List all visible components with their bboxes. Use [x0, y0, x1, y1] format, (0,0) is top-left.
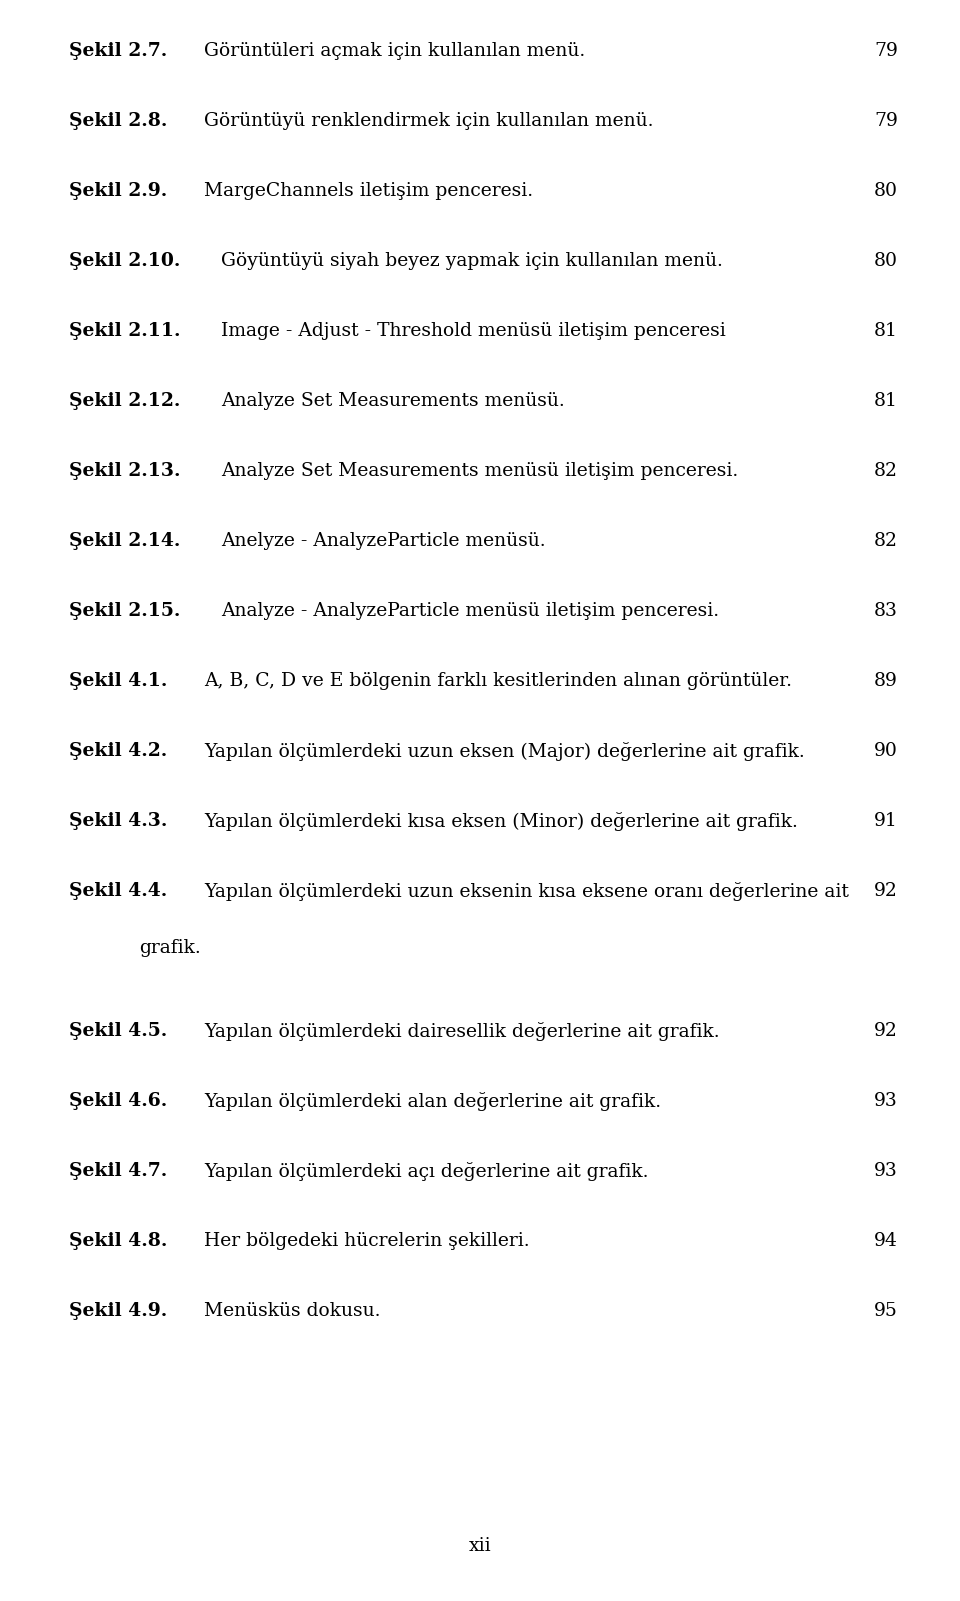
- Text: Şekil 4.4.: Şekil 4.4.: [69, 882, 174, 900]
- Text: 81: 81: [875, 392, 898, 410]
- Text: 82: 82: [874, 532, 898, 551]
- Text: 92: 92: [875, 882, 898, 900]
- Text: Image - Adjust - Threshold menüsü iletişim penceresi: Image - Adjust - Threshold menüsü iletiş…: [221, 322, 726, 339]
- Text: 93: 93: [875, 1092, 898, 1109]
- Text: Şekil 2.11.: Şekil 2.11.: [69, 322, 187, 339]
- Text: Şekil 2.7.: Şekil 2.7.: [69, 42, 174, 59]
- Text: 91: 91: [875, 812, 898, 829]
- Text: Şekil 2.12.: Şekil 2.12.: [69, 392, 187, 410]
- Text: Şekil 2.8.: Şekil 2.8.: [69, 112, 174, 130]
- Text: Şekil 4.5.: Şekil 4.5.: [69, 1021, 174, 1041]
- Text: 95: 95: [875, 1302, 898, 1319]
- Text: Yapılan ölçümlerdeki dairesellik değerlerine ait grafik.: Yapılan ölçümlerdeki dairesellik değerle…: [204, 1021, 720, 1041]
- Text: 83: 83: [875, 602, 898, 620]
- Text: 82: 82: [874, 463, 898, 480]
- Text: Şekil 4.6.: Şekil 4.6.: [69, 1092, 174, 1109]
- Text: 93: 93: [875, 1162, 898, 1180]
- Text: A, B, C, D ve E bölgenin farklı kesitlerinden alınan görüntüler.: A, B, C, D ve E bölgenin farklı kesitler…: [204, 672, 792, 690]
- Text: Şekil 4.1.: Şekil 4.1.: [69, 672, 174, 690]
- Text: 94: 94: [875, 1233, 898, 1250]
- Text: 89: 89: [875, 672, 898, 690]
- Text: Menüsküs dokusu.: Menüsküs dokusu.: [204, 1302, 381, 1319]
- Text: Yapılan ölçümlerdeki uzun eksen (Major) değerlerine ait grafik.: Yapılan ölçümlerdeki uzun eksen (Major) …: [204, 741, 804, 760]
- Text: Şekil 4.2.: Şekil 4.2.: [69, 741, 174, 760]
- Text: 90: 90: [875, 741, 898, 760]
- Text: Şekil 4.8.: Şekil 4.8.: [69, 1233, 174, 1250]
- Text: Her bölgedeki hücrelerin şekilleri.: Her bölgedeki hücrelerin şekilleri.: [204, 1233, 530, 1250]
- Text: Şekil 2.13.: Şekil 2.13.: [69, 463, 187, 480]
- Text: Şekil 4.9.: Şekil 4.9.: [69, 1302, 174, 1319]
- Text: MargeChannels iletişim penceresi.: MargeChannels iletişim penceresi.: [204, 183, 534, 200]
- Text: Yapılan ölçümlerdeki kısa eksen (Minor) değerlerine ait grafik.: Yapılan ölçümlerdeki kısa eksen (Minor) …: [204, 812, 798, 831]
- Text: Şekil 4.3.: Şekil 4.3.: [69, 812, 174, 829]
- Text: Görüntüleri açmak için kullanılan menü.: Görüntüleri açmak için kullanılan menü.: [204, 42, 586, 59]
- Text: Analyze Set Measurements menüsü.: Analyze Set Measurements menüsü.: [221, 392, 564, 410]
- Text: 92: 92: [875, 1021, 898, 1041]
- Text: Yapılan ölçümlerdeki alan değerlerine ait grafik.: Yapılan ölçümlerdeki alan değerlerine ai…: [204, 1092, 661, 1111]
- Text: Anelyze - AnalyzeParticle menüsü.: Anelyze - AnalyzeParticle menüsü.: [221, 532, 545, 551]
- Text: Şekil 4.7.: Şekil 4.7.: [69, 1162, 174, 1180]
- Text: 81: 81: [875, 322, 898, 339]
- Text: xii: xii: [468, 1537, 492, 1555]
- Text: Şekil 2.15.: Şekil 2.15.: [69, 602, 187, 620]
- Text: Şekil 2.9.: Şekil 2.9.: [69, 183, 174, 200]
- Text: 79: 79: [875, 42, 898, 59]
- Text: grafik.: grafik.: [139, 940, 201, 957]
- Text: 80: 80: [874, 183, 898, 200]
- Text: Yapılan ölçümlerdeki uzun eksenin kısa eksene oranı değerlerine ait: Yapılan ölçümlerdeki uzun eksenin kısa e…: [204, 882, 849, 901]
- Text: Göyüntüyü siyah beyez yapmak için kullanılan menü.: Göyüntüyü siyah beyez yapmak için kullan…: [221, 251, 723, 271]
- Text: Şekil 2.10.: Şekil 2.10.: [69, 251, 187, 271]
- Text: Analyze Set Measurements menüsü iletişim penceresi.: Analyze Set Measurements menüsü iletişim…: [221, 463, 738, 480]
- Text: Yapılan ölçümlerdeki açı değerlerine ait grafik.: Yapılan ölçümlerdeki açı değerlerine ait…: [204, 1162, 649, 1182]
- Text: 80: 80: [874, 251, 898, 271]
- Text: Görüntüyü renklendirmek için kullanılan menü.: Görüntüyü renklendirmek için kullanılan …: [204, 112, 654, 130]
- Text: 79: 79: [875, 112, 898, 130]
- Text: Şekil 2.14.: Şekil 2.14.: [69, 532, 187, 551]
- Text: Analyze - AnalyzeParticle menüsü iletişim penceresi.: Analyze - AnalyzeParticle menüsü iletişi…: [221, 602, 719, 620]
